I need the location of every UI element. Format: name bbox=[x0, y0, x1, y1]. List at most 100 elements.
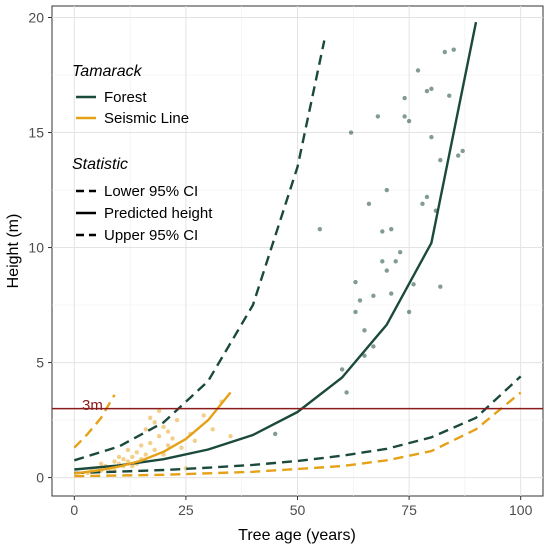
forest-point bbox=[380, 259, 385, 264]
forest-point bbox=[411, 282, 416, 287]
forest-point bbox=[348, 130, 354, 135]
seismic-line-point bbox=[192, 438, 198, 443]
forest-point bbox=[397, 249, 403, 255]
forest-point bbox=[402, 114, 407, 119]
reference-line-label: 3m bbox=[82, 397, 103, 414]
x-tick-label: 0 bbox=[70, 502, 78, 518]
forest-point bbox=[362, 328, 367, 333]
forest-point bbox=[375, 114, 381, 119]
legend: Tamarack Forest Seismic Line Statistic L… bbox=[72, 63, 213, 244]
seismic-line-point bbox=[130, 454, 135, 460]
forest-point bbox=[366, 201, 372, 207]
x-axis-title: Tree age (years) bbox=[238, 527, 356, 544]
seismic-line-point bbox=[152, 447, 157, 453]
forest-point bbox=[420, 201, 425, 207]
forest-point bbox=[317, 226, 323, 232]
forest-point bbox=[380, 229, 385, 234]
seismic-line-point bbox=[156, 433, 162, 439]
legend-lower-ci-label: Lower 95% CI bbox=[104, 183, 198, 200]
forest-point bbox=[438, 157, 443, 163]
seismic-line-point bbox=[139, 443, 144, 448]
x-tick-label: 100 bbox=[509, 502, 533, 518]
forest-point bbox=[429, 86, 434, 92]
seismic-line-lower-ci-line bbox=[74, 391, 522, 478]
forest-point bbox=[389, 226, 394, 232]
seismic-line-point bbox=[210, 427, 215, 432]
forest-upper-ci-line bbox=[73, 40, 326, 462]
y-tick-label: 20 bbox=[28, 10, 44, 26]
forest-point bbox=[451, 47, 456, 52]
seismic-line-point bbox=[116, 454, 122, 460]
seismic-line-point bbox=[143, 452, 148, 457]
forest-point bbox=[353, 279, 358, 285]
seismic-line-point bbox=[179, 445, 184, 450]
x-tick-label: 25 bbox=[178, 502, 194, 518]
seismic-line-point bbox=[201, 413, 206, 418]
y-tick-label: 5 bbox=[36, 355, 44, 371]
forest-point bbox=[406, 118, 412, 124]
seismic-line-point bbox=[112, 459, 117, 464]
forest-point bbox=[429, 134, 434, 140]
seismic-line-point bbox=[148, 415, 153, 420]
forest-point bbox=[389, 291, 394, 296]
forest-point bbox=[415, 68, 421, 73]
seismic-line-point bbox=[161, 424, 166, 430]
forest-point bbox=[371, 344, 376, 349]
forest-point bbox=[447, 93, 452, 98]
forest-point bbox=[362, 353, 367, 358]
forest-point bbox=[384, 187, 389, 193]
forest-point bbox=[442, 49, 447, 55]
legend-upper-ci-label: Upper 95% CI bbox=[104, 227, 198, 244]
seismic-line-point bbox=[152, 420, 157, 425]
seismic-line-predicted-line bbox=[74, 391, 232, 475]
y-tick-label: 0 bbox=[36, 470, 44, 486]
forest-point bbox=[402, 95, 407, 101]
legend-group-title: Tamarack bbox=[72, 63, 143, 80]
seismic-line-upper-ci-line bbox=[73, 394, 116, 449]
forest-point bbox=[353, 309, 358, 315]
legend-forest-label: Forest bbox=[104, 89, 147, 106]
seismic-line-point bbox=[125, 447, 131, 453]
seismic-line-point bbox=[134, 450, 140, 455]
forest-point bbox=[344, 390, 349, 395]
forest-point bbox=[460, 148, 465, 154]
forest-lower-ci-line bbox=[74, 375, 522, 475]
series-layer bbox=[73, 21, 522, 478]
forest-point bbox=[393, 259, 398, 264]
forest-point bbox=[424, 194, 430, 200]
seismic-line-point bbox=[130, 463, 135, 469]
forest-point bbox=[371, 293, 376, 299]
seismic-line-point bbox=[98, 461, 104, 466]
forest-point bbox=[384, 268, 389, 273]
forest-predicted-line bbox=[74, 21, 478, 471]
seismic-line-point bbox=[156, 408, 162, 414]
seismic-line-point bbox=[165, 429, 171, 434]
forest-point bbox=[455, 153, 461, 158]
seismic-line-point bbox=[170, 436, 175, 441]
forest-point bbox=[357, 298, 363, 303]
forest-point bbox=[406, 309, 412, 315]
seismic-line-point bbox=[174, 417, 180, 423]
x-tick-label: 75 bbox=[401, 502, 417, 518]
y-axis-title: Height (m) bbox=[5, 214, 22, 289]
legend-predicted-label: Predicted height bbox=[104, 205, 213, 222]
seismic-line-point bbox=[165, 443, 171, 448]
grid bbox=[52, 6, 543, 496]
seismic-line-point bbox=[121, 456, 126, 462]
seismic-line-point bbox=[143, 427, 148, 432]
seismic-line-point bbox=[228, 433, 233, 439]
seismic-line-point bbox=[148, 440, 153, 446]
axes: 0 25 50 75 100 0 5 10 15 20 bbox=[28, 10, 532, 518]
legend-seismic-label: Seismic Line bbox=[104, 110, 189, 127]
reference-line-layer: 3m bbox=[52, 397, 543, 414]
forest-point bbox=[438, 284, 443, 289]
y-tick-label: 10 bbox=[28, 240, 44, 256]
forest-point bbox=[272, 431, 278, 437]
forest-point bbox=[339, 367, 345, 372]
x-tick-label: 50 bbox=[290, 502, 306, 518]
y-tick-label: 15 bbox=[28, 125, 44, 141]
legend-style-title: Statistic bbox=[72, 156, 128, 173]
forest-point bbox=[424, 88, 430, 94]
seismic-line-point bbox=[125, 459, 131, 464]
